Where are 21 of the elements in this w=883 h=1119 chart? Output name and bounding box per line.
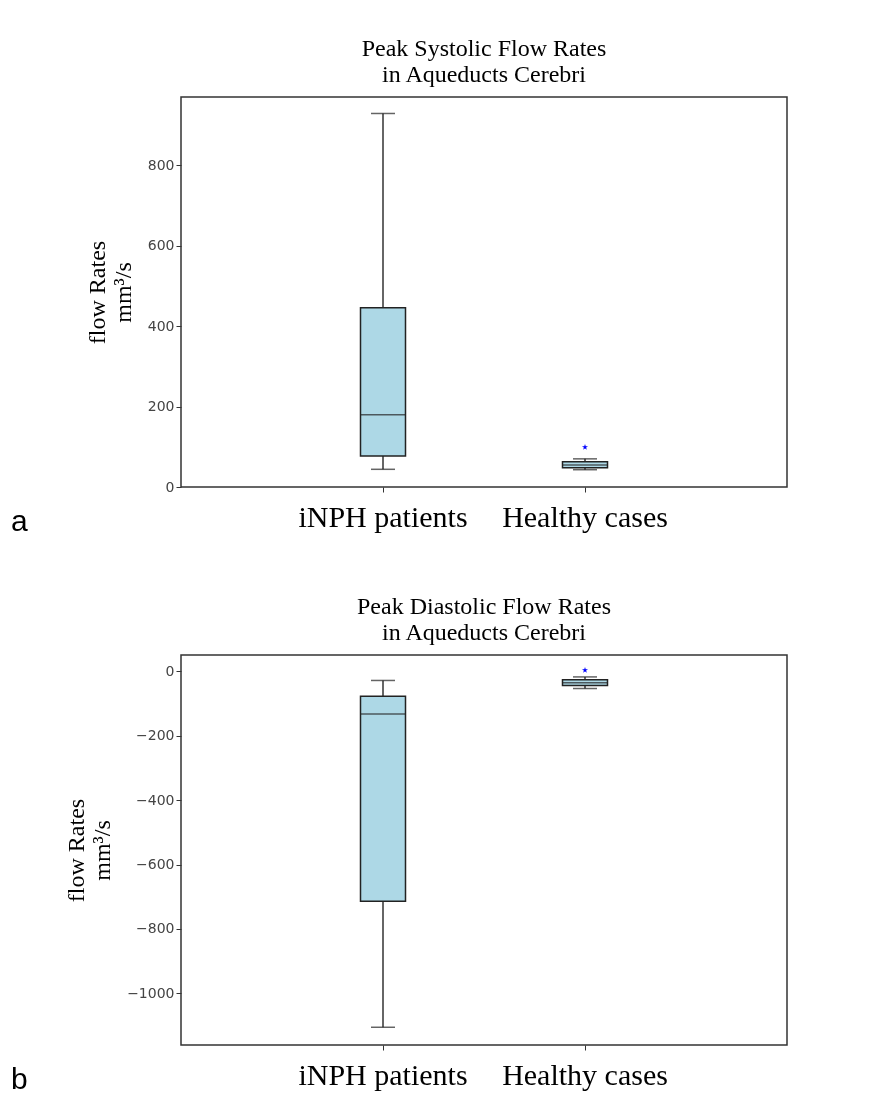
- y-tick-label: 400: [147, 317, 175, 334]
- x-tick-label: iNPH patients: [298, 1057, 468, 1091]
- y-tick-label: 800: [147, 156, 175, 173]
- y-tick-label: 200: [147, 398, 175, 415]
- y-tick-label: −200: [136, 727, 175, 744]
- y-tick-label: 600: [147, 237, 175, 254]
- x-tick-label: Healthy cases: [502, 499, 668, 533]
- y-axis-title: flow Rates mm³/s: [63, 798, 116, 903]
- x-tick-label: Healthy cases: [502, 1057, 668, 1091]
- x-tick-label: iNPH patients: [298, 499, 468, 533]
- y-tick-label: −600: [136, 856, 175, 872]
- y-tick-label: −800: [136, 920, 175, 937]
- y-tick-label: −400: [136, 791, 175, 808]
- text: a: [11, 504, 28, 537]
- chart-title: Peak Diastolic Flow Rates in Aqueducts Cerebri: [357, 593, 611, 645]
- y-tick-label: 0: [165, 662, 175, 679]
- y-tick-label: −1000: [127, 984, 175, 1001]
- y-tick-label: 0: [165, 478, 175, 495]
- chart-title: Peak Systolic Flow Rates in Aqueducts Cerebri: [361, 35, 607, 87]
- y-axis-title: flow Rates mm³/s: [83, 240, 136, 345]
- text: b: [11, 1062, 28, 1095]
